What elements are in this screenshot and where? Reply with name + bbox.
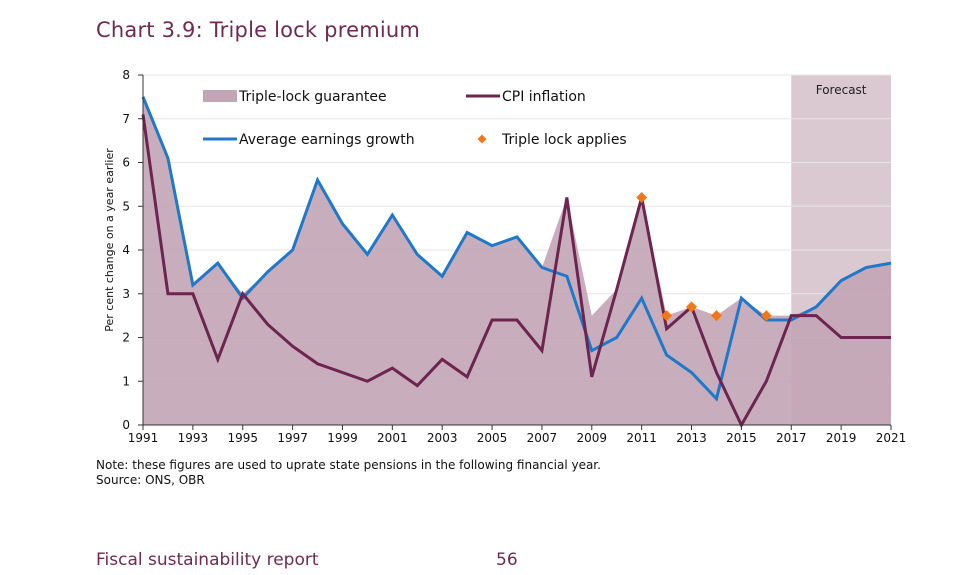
triple-lock-marker-2016 <box>760 310 772 322</box>
y-axis-label: Per cent change on a year earlier <box>103 148 116 332</box>
x-tick-label-2013: 2013 <box>676 431 707 445</box>
legend-label-triple-lock-applies: Triple lock applies <box>501 132 627 148</box>
source-text: Source: ONS, OBR <box>96 473 205 487</box>
y-tick-label-6: 6 <box>122 156 130 170</box>
note-text: Note: these figures are used to uprate s… <box>96 458 601 472</box>
x-tick-label-2015: 2015 <box>726 431 757 445</box>
x-tick-label-2021: 2021 <box>876 431 907 445</box>
x-tick-label-2001: 2001 <box>377 431 408 445</box>
y-tick-label-0: 0 <box>122 418 130 432</box>
footer-report-title: Fiscal sustainability report <box>96 550 319 570</box>
x-tick-label-2011: 2011 <box>626 431 657 445</box>
legend-swatch-triple-lock-guarantee <box>203 90 237 102</box>
series-line-cpi-inflation <box>141 114 891 429</box>
y-tick-label-2: 2 <box>122 331 130 345</box>
x-tick-label-1993: 1993 <box>178 431 209 445</box>
legend-label-average-earnings-growth: Average earnings growth <box>239 132 415 148</box>
legend-label-cpi-inflation: CPI inflation <box>502 89 586 105</box>
x-tick-label-1999: 1999 <box>327 431 358 445</box>
forecast-label: Forecast <box>816 83 867 97</box>
x-tick-label-1995: 1995 <box>227 431 258 445</box>
x-tick-label-2003: 2003 <box>427 431 458 445</box>
x-tick-label-1991: 1991 <box>128 431 159 445</box>
y-tick-label-1: 1 <box>122 374 130 388</box>
legend-swatch-triple-lock-applies <box>477 134 487 144</box>
chart-title: Chart 3.9: Triple lock premium <box>96 18 421 42</box>
triple-lock-marker-2011 <box>636 192 648 203</box>
triple-lock-marker-2013 <box>686 301 698 313</box>
x-tick-label-2005: 2005 <box>477 431 508 445</box>
page-number: 56 <box>496 550 518 570</box>
x-tick-label-2007: 2007 <box>527 431 558 445</box>
legend-label-triple-lock-guarantee: Triple-lock guarantee <box>238 89 387 105</box>
y-tick-label-3: 3 <box>122 287 130 301</box>
x-tick-label-2009: 2009 <box>577 431 608 445</box>
x-tick-label-2019: 2019 <box>826 431 857 445</box>
y-tick-label-4: 4 <box>122 243 130 257</box>
x-tick-label-1997: 1997 <box>277 431 308 445</box>
y-tick-label-5: 5 <box>122 199 130 213</box>
y-tick-label-8: 8 <box>122 68 130 82</box>
chart-note: Note: these figures are used to uprate s… <box>96 458 601 488</box>
y-tick-label-7: 7 <box>122 112 130 126</box>
triple-lock-marker-2012 <box>661 310 673 322</box>
triple-lock-marker-2014 <box>710 310 722 322</box>
x-tick-label-2017: 2017 <box>776 431 807 445</box>
